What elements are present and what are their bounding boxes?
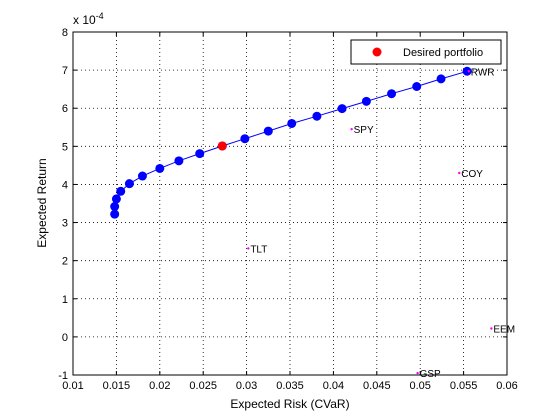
asset-label-spy: SPY	[354, 125, 374, 136]
frontier-point	[174, 156, 184, 166]
y-tick-label: 0	[62, 332, 68, 344]
frontier-point	[110, 202, 120, 212]
frontier-point	[195, 149, 205, 159]
y-tick-label: 2	[62, 256, 68, 268]
y-tick-label: 5	[62, 141, 68, 153]
frontier-point	[124, 179, 134, 189]
y-tick-label: -1	[58, 370, 68, 382]
legend-label-desired-portfolio: Desired portfolio	[403, 47, 483, 59]
frontier-point	[110, 209, 120, 219]
asset-point-rwr	[467, 70, 471, 73]
x-tick-label: 0.06	[496, 380, 517, 392]
x-tick-label: 0.04	[323, 380, 344, 392]
desired-portfolio-point	[217, 141, 227, 151]
y-tick-label: 3	[62, 218, 68, 230]
asset-point-spy	[350, 127, 353, 131]
y-tick-label: 7	[62, 65, 68, 77]
frontier-point	[111, 194, 121, 204]
y-tick-label: 1	[62, 294, 68, 306]
frontier-point	[436, 74, 446, 84]
y-exponent-base: x 10	[73, 13, 96, 27]
asset-label-coy: COY	[461, 169, 483, 180]
frontier-point	[263, 126, 273, 136]
x-axis-label: Expected Risk (CVaR)	[230, 397, 349, 411]
legend: Desired portfolio	[350, 39, 502, 65]
y-exponent-power: -4	[96, 11, 104, 21]
frontier-point	[412, 81, 422, 91]
asset-label-eem: EEM	[493, 325, 515, 336]
asset-label-rwr: RWR	[471, 67, 495, 78]
x-tick-label: 0.025	[189, 380, 217, 392]
asset-point-coy	[458, 171, 461, 175]
asset-point-eem	[490, 327, 493, 330]
grid	[73, 32, 507, 375]
y-axis-label: Expected Return	[35, 158, 49, 247]
x-tick-label: 0.03	[236, 380, 257, 392]
frontier-point	[337, 104, 347, 114]
x-tick-label: 0.035	[276, 380, 304, 392]
y-exponent-label: x 10-4	[73, 11, 104, 27]
plot-frame	[72, 31, 508, 376]
y-tick-label: 8	[62, 27, 68, 39]
frontier-point	[240, 134, 250, 144]
x-tick-label: 0.055	[450, 380, 478, 392]
y-tick-label: 4	[62, 179, 68, 191]
frontier-point	[462, 66, 472, 76]
frontier-point	[287, 118, 297, 128]
x-tick-label: 0.02	[149, 380, 170, 392]
y-tick-label: 6	[62, 103, 68, 115]
x-tick-label: 0.01	[62, 380, 83, 392]
x-tick-label: 0.015	[103, 380, 131, 392]
asset-point-gsp	[416, 371, 419, 375]
asset-label-tlt: TLT	[250, 244, 267, 255]
efficient-frontier	[110, 66, 472, 219]
frontier-point	[361, 96, 371, 106]
frontier-point	[312, 111, 322, 121]
axis-ticks: 0.01 0.015 0.02 0.025 0.03 0.035 0.04 0.045 0.05…	[58, 27, 517, 392]
plot-area	[73, 32, 507, 375]
frontier-point	[155, 163, 165, 173]
frontier-point	[387, 89, 397, 99]
x-tick-label: 0.05	[409, 380, 430, 392]
frontier-point	[116, 186, 126, 196]
frontier-point	[137, 171, 147, 181]
x-tick-label: 0.045	[363, 380, 391, 392]
legend-marker-desired-portfolio	[372, 47, 382, 57]
asset-point-tlt	[247, 247, 250, 250]
